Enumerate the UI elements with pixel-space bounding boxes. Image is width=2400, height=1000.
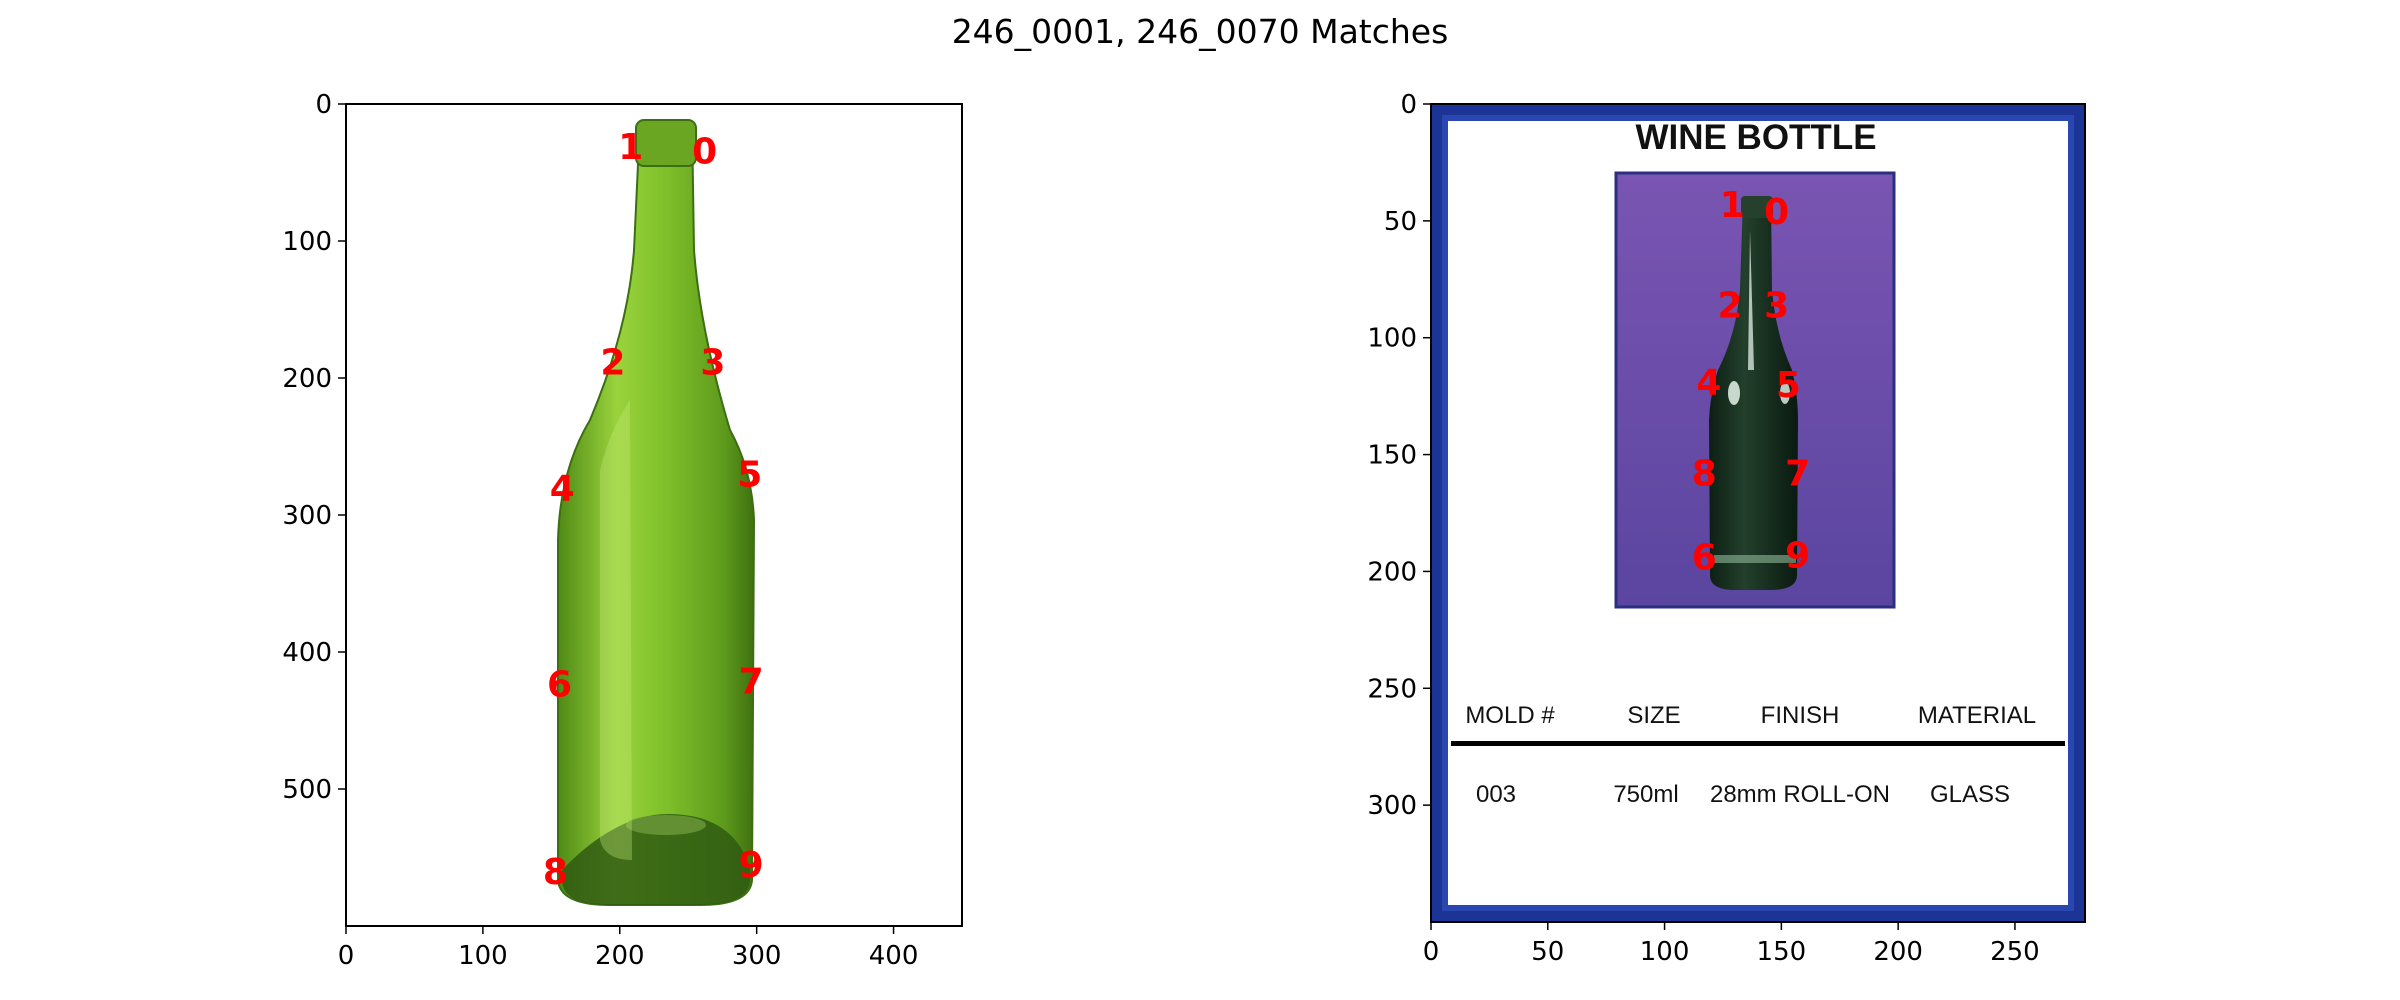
right-axes-frame bbox=[1430, 103, 2086, 923]
right-x-tick-label: 250 bbox=[1990, 937, 2040, 967]
catalog-column-header: SIZE bbox=[1627, 702, 1680, 729]
right-keypoints: 1 0 2 3 4 5 8 7 6 9 bbox=[1692, 185, 1810, 579]
catalog-column-header: FINISH bbox=[1761, 702, 1840, 729]
right-x-tick-label: 100 bbox=[1640, 937, 1690, 967]
left-x-tick-label: 0 bbox=[338, 941, 355, 971]
right-keypoint-2: 2 bbox=[1717, 285, 1742, 326]
left-keypoint-2: 2 bbox=[600, 342, 625, 383]
right-x-tick-label: 200 bbox=[1873, 937, 1923, 967]
right-keypoint-8: 8 bbox=[1692, 454, 1717, 495]
left-y-tick-label: 300 bbox=[282, 501, 332, 531]
right-y-tick-label: 50 bbox=[1384, 207, 1417, 237]
right-y-tick-label: 150 bbox=[1367, 441, 1417, 471]
left-y-axis: 0 100 200 300 400 500 bbox=[282, 90, 346, 805]
left-x-tick-label: 300 bbox=[732, 941, 782, 971]
left-keypoint-7: 7 bbox=[739, 662, 764, 703]
right-keypoint-5: 5 bbox=[1776, 365, 1801, 406]
catalog-column-header: MOLD # bbox=[1465, 702, 1555, 729]
left-y-tick-label: 200 bbox=[282, 364, 332, 394]
left-keypoint-6: 6 bbox=[547, 664, 572, 705]
catalog-cell-value: GLASS bbox=[1930, 781, 2010, 808]
right-y-tick-label: 100 bbox=[1367, 324, 1417, 354]
right-keypoint-4: 4 bbox=[1696, 362, 1721, 403]
right-y-axis: 0 50 100 150 200 250 300 bbox=[1367, 90, 1431, 821]
right-panel: WINE BOTTLE MOLD # SIZE FINISH MATERIAL 003… bbox=[1367, 90, 2086, 967]
right-x-tick-label: 50 bbox=[1531, 937, 1564, 967]
catalog-cell-value: 750ml bbox=[1613, 781, 1678, 808]
catalog-cell-value: 003 bbox=[1476, 781, 1516, 808]
catalog-cell-value: 28mm ROLL-ON bbox=[1710, 781, 1890, 808]
right-x-tick-label: 0 bbox=[1423, 937, 1440, 967]
left-keypoint-1: 1 bbox=[618, 127, 643, 168]
left-y-tick-label: 500 bbox=[282, 775, 332, 805]
right-keypoint-9: 9 bbox=[1785, 535, 1810, 576]
catalog-heading: WINE BOTTLE bbox=[1635, 118, 1876, 157]
right-y-tick-label: 250 bbox=[1367, 674, 1417, 704]
right-x-tick-label: 150 bbox=[1757, 937, 1807, 967]
left-x-tick-label: 200 bbox=[595, 941, 645, 971]
right-y-tick-label: 300 bbox=[1367, 791, 1417, 821]
catalog-table-headers: MOLD # SIZE FINISH MATERIAL bbox=[1465, 702, 2036, 729]
right-keypoint-0: 0 bbox=[1764, 192, 1789, 233]
right-keypoint-7: 7 bbox=[1785, 454, 1810, 495]
left-x-tick-label: 400 bbox=[869, 941, 919, 971]
left-keypoint-0: 0 bbox=[692, 131, 717, 172]
left-y-tick-label: 0 bbox=[315, 90, 332, 120]
right-keypoint-1: 1 bbox=[1720, 185, 1745, 226]
right-x-axis: 0 50 100 150 200 250 bbox=[1423, 922, 2040, 967]
catalog-table-values: 003 750ml 28mm ROLL-ON GLASS bbox=[1476, 781, 2010, 808]
right-y-tick-label: 0 bbox=[1400, 90, 1417, 120]
left-keypoint-4: 4 bbox=[550, 468, 575, 509]
right-y-tick-label: 200 bbox=[1367, 557, 1417, 587]
catalog-column-header: MATERIAL bbox=[1918, 702, 2036, 729]
left-keypoint-5: 5 bbox=[737, 455, 762, 496]
right-keypoint-3: 3 bbox=[1764, 285, 1789, 326]
right-keypoint-6: 6 bbox=[1692, 538, 1717, 579]
right-catalog-image: WINE BOTTLE MOLD # SIZE FINISH MATERIAL 003… bbox=[1431, 104, 2085, 922]
left-keypoint-8: 8 bbox=[543, 852, 568, 893]
left-y-tick-label: 400 bbox=[282, 638, 332, 668]
left-y-tick-label: 100 bbox=[282, 227, 332, 257]
figure-title: 246_0001, 246_0070 Matches bbox=[951, 12, 1449, 51]
left-keypoints: 1 0 2 3 4 5 6 7 8 9 bbox=[543, 127, 764, 893]
left-keypoint-9: 9 bbox=[739, 845, 764, 886]
left-x-axis: 0 100 200 300 400 bbox=[338, 926, 919, 971]
left-x-tick-label: 100 bbox=[458, 941, 508, 971]
left-panel: 0 100 200 300 400 0 100 200 300 400 500 1 0 2 3 4 5 6 7 8… bbox=[282, 90, 963, 971]
left-bottle-image bbox=[346, 104, 962, 926]
left-keypoint-3: 3 bbox=[700, 342, 725, 383]
